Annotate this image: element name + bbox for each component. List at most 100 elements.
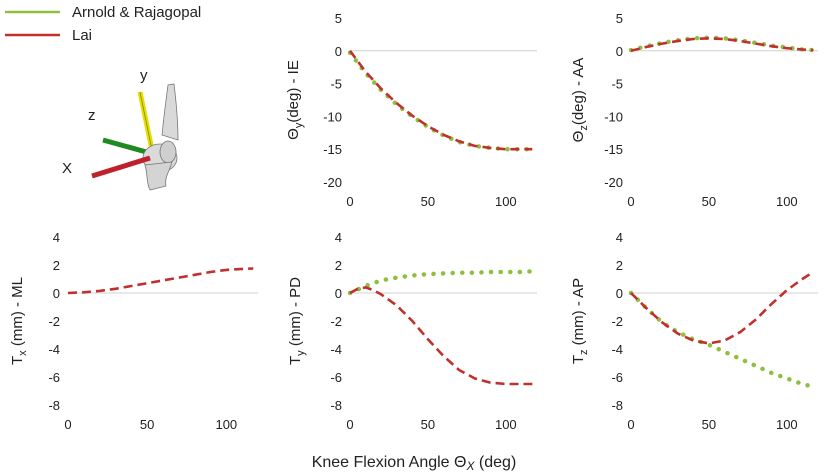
y-label-rest: (mm) - ML [9,277,26,350]
y-label-rest: (deg) - AA [570,58,587,126]
femur-shaft [161,83,179,141]
chart-tx: 4 2 0 -2 -4 -6 -8 0 50 100 Tx (mm) - ML [9,230,258,432]
diagram-label-y: y [140,67,148,84]
y-tick-label: -10 [604,109,623,124]
y-tick-label: 5 [335,11,342,26]
x-tick-label: 100 [495,417,517,432]
y-tick-label: 0 [335,44,342,59]
y-tick-label: -15 [323,142,342,157]
y-tick-label: 0 [616,44,623,59]
x-tick-label: 0 [64,417,71,432]
y-tick-label: 2 [53,258,60,273]
series-line-arnold-rajagopal [628,290,816,390]
y-label-subscript: y [293,122,305,128]
y-tick-label: 4 [616,230,623,245]
y-label-main: T [570,355,587,364]
legend-label-lai: Lai [72,27,92,44]
series-line-arnold-rajagopal [628,35,816,53]
y-tick-label: -2 [48,314,60,329]
x-tick-label: 50 [702,194,716,209]
y-label-subscript: y [295,350,307,356]
y-tick-label: -6 [611,370,623,385]
y-tick-label: -8 [330,398,342,413]
y-axis-label-tz: Tz (mm) - AP [570,278,590,364]
y-tick-label: -8 [48,398,60,413]
x-tick-label: 0 [346,194,353,209]
y-tick-label: 0 [616,286,623,301]
y-tick-label: -4 [330,342,342,357]
knee-diagram: y z X [62,67,179,191]
y-axis-outline [139,91,153,151]
y-tick-label: 2 [616,258,623,273]
y-label-rest: (deg) - IE [285,60,302,123]
y-tick-label: 5 [616,11,623,26]
z-axis-arrow [102,137,151,156]
y-label-main: Θ [570,131,587,143]
figure-x-label-unit: (deg) [474,454,516,471]
y-tick-label: -20 [604,175,623,190]
series-line-lai [630,270,815,345]
series-line-arnold-rajagopal [347,50,535,152]
series-line-lai [67,267,254,295]
x-tick-label: 50 [421,417,435,432]
diagram-label-z: z [88,107,96,124]
y-label-rest: (mm) - PD [287,277,304,350]
y-label-main: T [287,356,304,365]
legend-label-arnold: Arnold & Rajagopal [72,4,201,21]
y-tick-label: -6 [48,370,60,385]
y-axis-label-theta-y: Θy(deg) - IE [285,60,305,140]
figure-x-label-text: Knee Flexion Angle Θ [312,454,467,471]
chart-ty: 4 2 0 -2 -4 -6 -8 0 50 100 Ty (mm) - PD [287,230,537,432]
y-tick-label: -4 [611,342,623,357]
x-tick-label: 100 [776,194,798,209]
y-label-rest: (mm) - AP [570,278,587,350]
y-label-subscript: x [17,350,29,356]
x-tick-label: 100 [776,417,798,432]
y-tick-label: -8 [611,398,623,413]
y-tick-label: -2 [330,314,342,329]
chart-tz: 4 2 0 -2 -4 -6 -8 0 50 100 Tz (mm) - AP [570,230,818,432]
y-label-subscript: z [578,125,590,131]
x-tick-label: 100 [215,417,237,432]
y-axis-label-ty: Ty (mm) - PD [287,277,307,365]
y-tick-label: 0 [335,286,342,301]
y-tick-label: 0 [53,286,60,301]
series-line-lai [348,50,533,151]
y-tick-label: -4 [48,342,60,357]
series-line-lai [630,36,814,53]
figure-x-label-subscript: X [465,459,475,473]
x-axis-arrow [91,155,151,179]
y-tick-label: -5 [611,77,623,92]
y-label-main: Θ [285,128,302,140]
y-tick-label: 2 [335,258,342,273]
x-tick-label: 0 [627,417,634,432]
y-axis-label-theta-z: Θz(deg) - AA [570,58,590,143]
series-line-arnold-rajagopal [347,269,535,296]
x-tick-label: 100 [495,194,517,209]
x-tick-label: 50 [140,417,154,432]
legend: Arnold & Rajagopal Lai [5,4,201,44]
x-tick-label: 50 [421,194,435,209]
x-tick-label: 50 [702,417,716,432]
y-tick-label: -15 [604,142,623,157]
tibia [144,161,173,191]
y-tick-label: -2 [611,314,623,329]
y-tick-label: -6 [330,370,342,385]
figure-x-axis-label: Knee Flexion Angle ΘX (deg) [312,454,517,473]
patella [159,140,177,164]
y-tick-label: -5 [330,77,342,92]
y-tick-label: -20 [323,175,342,190]
y-tick-label: 4 [335,230,342,245]
diagram-label-x: X [62,160,72,177]
y-axis-label-tx: Tx (mm) - ML [9,277,29,365]
y-label-main: T [9,356,26,365]
y-label-subscript: z [578,350,590,356]
x-tick-label: 0 [346,417,353,432]
y-tick-label: -10 [323,109,342,124]
y-tick-label: 4 [53,230,60,245]
series-line-lai [349,286,533,386]
